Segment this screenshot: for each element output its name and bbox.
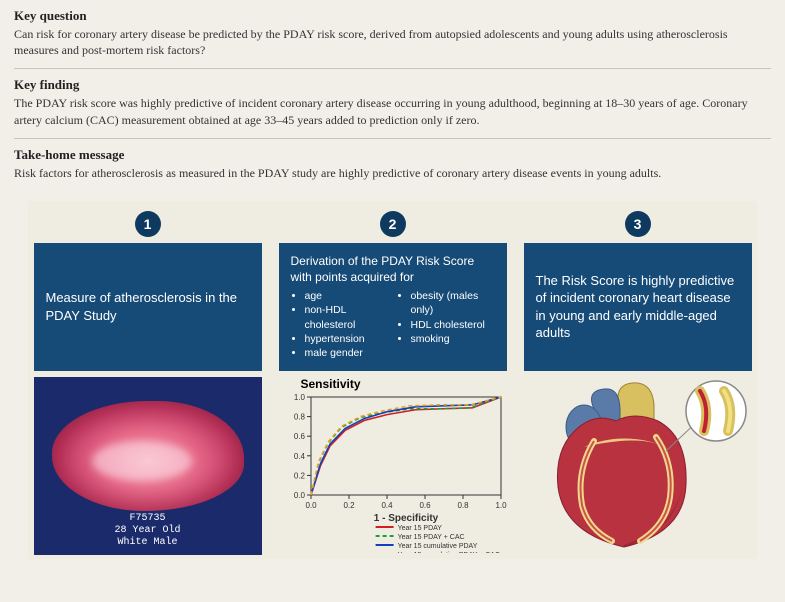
- bullet-item: age: [305, 289, 389, 303]
- pathology-slide: F75735 28 Year Old White Male: [34, 377, 262, 555]
- panel-3-lower: [524, 377, 752, 555]
- panel-2-box: Derivation of the PDAY Risk Score with p…: [279, 243, 507, 371]
- svg-text:1.0: 1.0: [495, 501, 507, 510]
- panel-2-lower: Sensitivity 0.00.00.20.20.40.40.60.60.80…: [279, 377, 507, 555]
- svg-text:Year 15 PDAY: Year 15 PDAY: [397, 525, 442, 532]
- tissue-sample-icon: [52, 401, 244, 511]
- panel-1: 1 Measure of atherosclerosis in the PDAY…: [34, 211, 262, 555]
- roc-chart: 0.00.0 0.2 0.2 0.4 0.4 0.6 0.6 0.8 0.8 1.0 1.0 1 - …: [279, 393, 507, 553]
- panel-1-box-text: Measure of atherosclerosis in the PDAY S…: [46, 289, 250, 324]
- panel-3-badge: 3: [625, 211, 651, 237]
- svg-text:1 - Specificity: 1 - Specificity: [373, 513, 438, 524]
- panel-1-box: Measure of atherosclerosis in the PDAY S…: [34, 243, 262, 371]
- bullet-item: smoking: [411, 332, 495, 346]
- infographic-row: 1 Measure of atherosclerosis in the PDAY…: [28, 201, 757, 559]
- svg-text:0.2: 0.2: [293, 471, 305, 480]
- svg-text:0.8: 0.8: [457, 501, 469, 510]
- svg-text:0.2: 0.2: [343, 501, 355, 510]
- panel-1-lower: F75735 28 Year Old White Male: [34, 377, 262, 555]
- take-home-text: Risk factors for atherosclerosis as meas…: [14, 165, 771, 181]
- bullet-item: HDL cholesterol: [411, 318, 495, 332]
- svg-text:Year 15 cumulative PDAY: Year 15 cumulative PDAY: [397, 543, 477, 550]
- heart-diagram: [524, 377, 752, 555]
- svg-text:0.4: 0.4: [381, 501, 393, 510]
- panel-3-box-text: The Risk Score is highly predictive of i…: [536, 272, 740, 342]
- roc-ylabel: Sensitivity: [301, 377, 507, 391]
- key-finding-text: The PDAY risk score was highly predictiv…: [14, 95, 771, 127]
- key-finding-heading: Key finding: [14, 77, 771, 93]
- slide-race-sex: White Male: [117, 537, 177, 548]
- bullet-item: hypertension: [305, 332, 389, 346]
- svg-text:0.8: 0.8: [293, 413, 305, 422]
- bullet-item: obesity (males only): [411, 289, 495, 317]
- svg-text:0.0: 0.0: [293, 491, 305, 500]
- key-question-text: Can risk for coronary artery disease be …: [14, 26, 771, 58]
- panel-1-badge: 1: [135, 211, 161, 237]
- svg-text:0.6: 0.6: [419, 501, 431, 510]
- panel-2-badge: 2: [380, 211, 406, 237]
- panel-2-box-lead: Derivation of the PDAY Risk Score with p…: [291, 253, 495, 285]
- bullet-item: non-HDL cholesterol: [305, 303, 389, 331]
- panel-3: 3 The Risk Score is highly predictive of…: [524, 211, 752, 555]
- svg-text:Year 15 cumulative PDAY + CAC: Year 15 cumulative PDAY + CAC: [397, 552, 499, 553]
- slide-label: F75735 28 Year Old White Male: [114, 513, 180, 549]
- svg-text:0.6: 0.6: [293, 432, 305, 441]
- panel-2-bullets: agenon-HDL cholesterolhypertensionmale g…: [291, 289, 495, 360]
- take-home-heading: Take-home message: [14, 147, 771, 163]
- slide-age: 28 Year Old: [114, 525, 180, 536]
- slide-id: F75735: [129, 513, 165, 524]
- panel-3-box: The Risk Score is highly predictive of i…: [524, 243, 752, 371]
- panel-2: 2 Derivation of the PDAY Risk Score with…: [279, 211, 507, 555]
- svg-text:1.0: 1.0: [293, 393, 305, 402]
- svg-text:Year 15 PDAY + CAC: Year 15 PDAY + CAC: [397, 534, 464, 541]
- bullet-item: male gender: [305, 346, 389, 360]
- svg-text:0.4: 0.4: [293, 452, 305, 461]
- svg-text:0.0: 0.0: [305, 501, 317, 510]
- key-question-heading: Key question: [14, 8, 771, 24]
